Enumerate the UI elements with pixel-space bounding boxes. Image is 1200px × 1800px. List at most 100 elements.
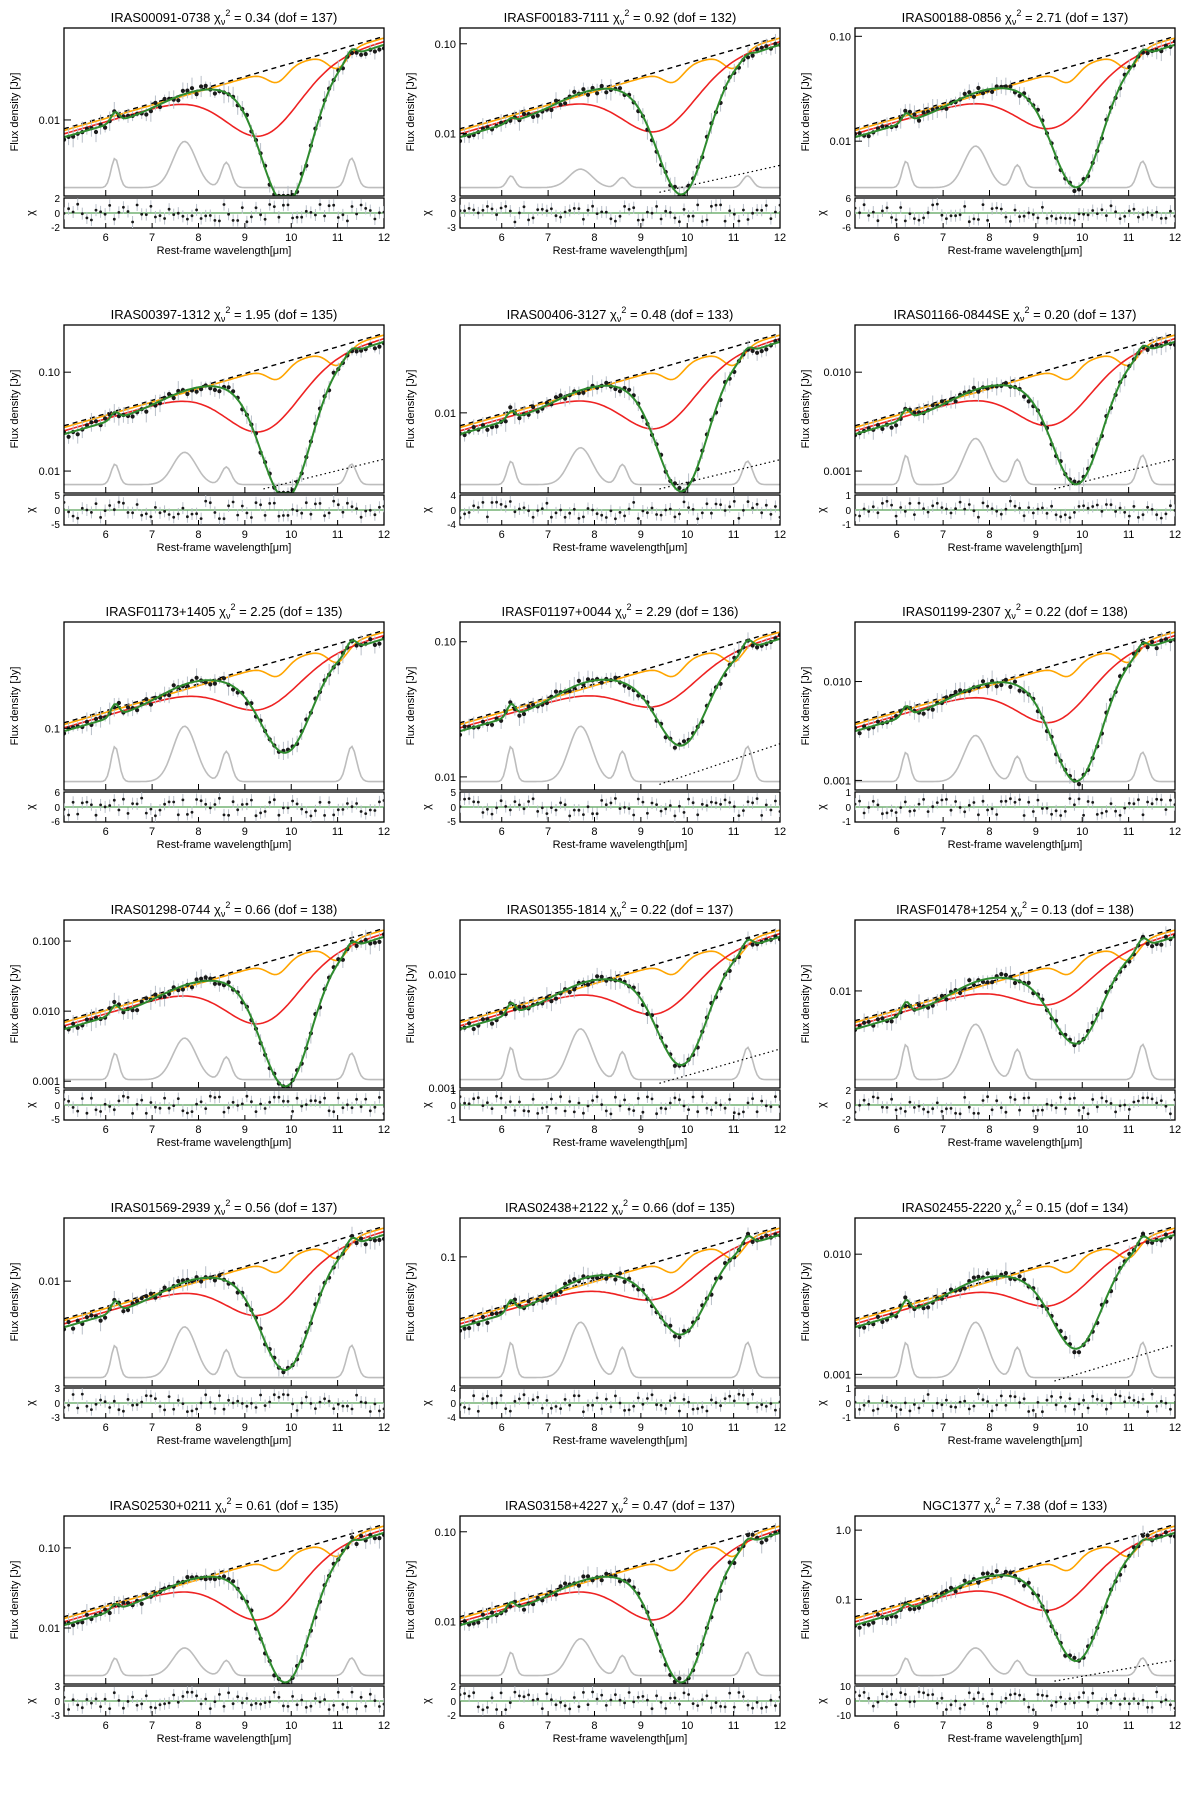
residual-point [691, 1095, 695, 1099]
data-point [531, 114, 536, 119]
residual-point [614, 517, 617, 521]
residual-point [527, 218, 530, 222]
panel-title: IRAS02530+0211 χν2 = 0.61 (dof = 135) [110, 1496, 339, 1515]
data-point [558, 393, 563, 398]
residual-point [245, 1094, 249, 1098]
residual-point [1155, 210, 1159, 214]
pah-template-line [64, 451, 384, 486]
data-point [354, 1240, 359, 1246]
data-point [1154, 342, 1159, 347]
residual-point [881, 209, 884, 213]
residual-point [486, 205, 489, 208]
chart-panel: IRAS01298-0744 χν2 = 0.66 (dof = 138)0.1… [9, 900, 390, 1149]
residual-point [855, 1400, 857, 1404]
residual-area [460, 495, 780, 525]
residual-point [76, 1406, 80, 1410]
residual-point [559, 801, 562, 805]
residual-point [609, 1112, 613, 1116]
residual-point [518, 803, 521, 807]
residual-point [140, 1400, 144, 1404]
x-tick-label: 12 [774, 1422, 786, 1434]
residual-point [112, 1108, 116, 1112]
data-point [377, 1237, 382, 1243]
residual-tick-label: -2 [842, 1115, 851, 1126]
data-point [180, 987, 185, 992]
residual-point [568, 1100, 572, 1103]
residual-point [323, 514, 326, 518]
residual-point [764, 1405, 768, 1408]
pah-template-line [64, 1647, 384, 1677]
y-tick-label: 0.10 [435, 637, 456, 649]
chart-panel: IRASF00183-7111 χν2 = 0.92 (dof = 132)0.… [405, 8, 786, 257]
data-point [98, 715, 103, 720]
residual-tick-label: 1 [450, 1086, 456, 1097]
residual-point [627, 507, 631, 511]
residual-point [108, 204, 112, 207]
residual-point [995, 813, 999, 816]
x-tick-label: 10 [681, 826, 693, 838]
residual-area [855, 1388, 1175, 1418]
residual-point [559, 1095, 562, 1099]
residual-point [181, 798, 185, 802]
residual-point [504, 805, 508, 808]
data-point [148, 1291, 153, 1296]
residual-point [350, 205, 354, 208]
x-tick-label: 9 [242, 1422, 248, 1434]
residual-point [885, 1106, 889, 1109]
residual-point [531, 216, 535, 220]
chart-panel: IRASF01478+1254 χν2 = 0.13 (dof = 138)0.… [800, 900, 1181, 1149]
y-axis-label: Flux density [Jy] [405, 667, 417, 746]
residual-point [1123, 510, 1127, 514]
data-point [572, 1277, 577, 1282]
residual-point [490, 812, 494, 816]
data-point [148, 109, 153, 114]
x-tick-label: 10 [285, 1124, 297, 1136]
data-point [755, 350, 760, 355]
absorbed-continuum-red-line [855, 634, 1175, 729]
panel-title: IRAS02455-2220 χν2 = 0.15 (dof = 134) [902, 1198, 1129, 1217]
residual-point [318, 800, 322, 804]
residual-point [650, 801, 654, 805]
residual-y-label: χ [421, 1400, 433, 1406]
residual-point [341, 1106, 345, 1110]
residual-point [518, 507, 521, 511]
data-point [1003, 381, 1009, 386]
main-axes-frame [459, 1217, 781, 1387]
residual-point [917, 501, 921, 505]
residual-point [1091, 209, 1095, 212]
residual-point [931, 1409, 935, 1412]
residual-point [751, 801, 754, 805]
x-tick-label: 6 [103, 826, 109, 838]
residual-point [476, 800, 480, 804]
plot-area [64, 1225, 384, 1379]
residual-point [714, 801, 718, 805]
data-point [517, 416, 522, 421]
x-tick-label: 10 [681, 1124, 693, 1136]
residual-point [131, 1112, 135, 1115]
x-tick-label: 10 [681, 232, 693, 244]
residual-point [1059, 1395, 1063, 1399]
residual-point [64, 1098, 66, 1101]
residual-point [286, 1393, 290, 1397]
main-axes-frame [854, 324, 1176, 494]
x-tick-label: 9 [638, 529, 644, 541]
residual-point [867, 214, 871, 217]
residual-point [755, 208, 759, 212]
plot-area [460, 332, 780, 493]
data-point [471, 425, 476, 430]
residual-point [522, 1109, 526, 1113]
data-point [1163, 934, 1168, 939]
residual-point [586, 1104, 590, 1108]
residual-point [531, 797, 535, 801]
residual-point [554, 808, 558, 812]
data-point [875, 719, 881, 724]
residual-point [742, 1110, 745, 1114]
x-axis-label: Rest-frame wavelength[μm] [948, 839, 1083, 851]
residual-point [949, 214, 953, 218]
absorbed-continuum-red-line [460, 1230, 780, 1325]
residual-point [176, 1399, 180, 1402]
x-tick-label: 11 [332, 232, 343, 244]
residual-point [963, 810, 967, 814]
residual-point [540, 507, 544, 510]
data-point [567, 990, 572, 995]
